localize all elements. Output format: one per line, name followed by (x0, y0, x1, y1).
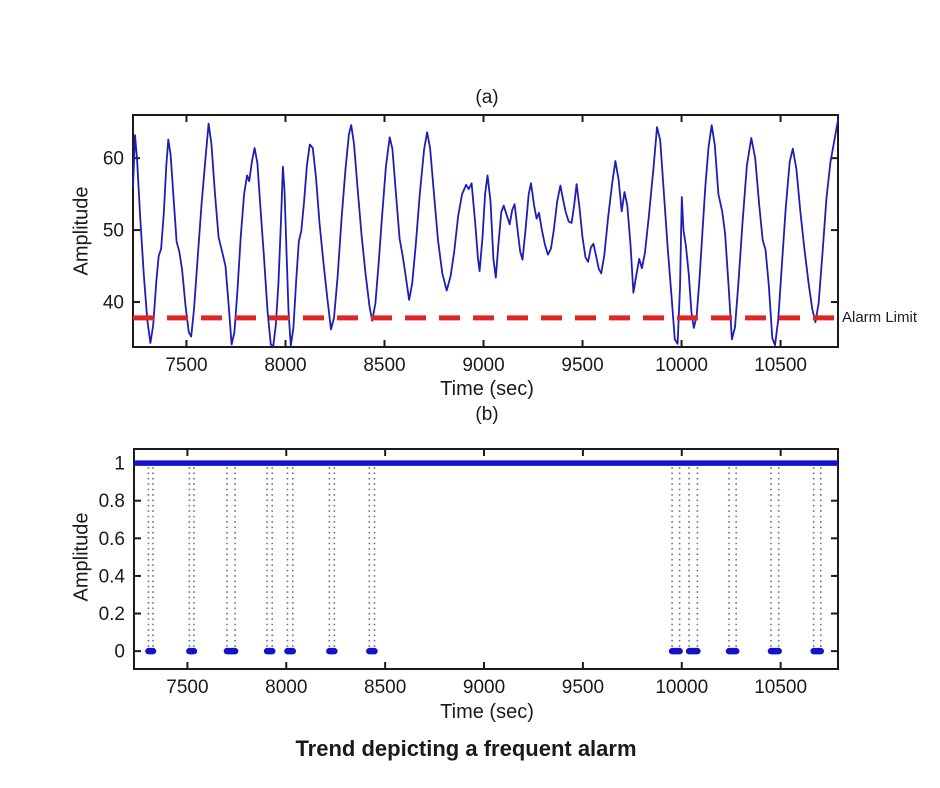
plot-b-ytick-label: 0.2 (99, 604, 125, 625)
plot-b-xtick-label: 10500 (754, 677, 807, 698)
panel-a-xlabel: Time (sec) (440, 378, 534, 400)
amplitude-signal-path (132, 119, 839, 348)
panel-b-title: (b) (475, 404, 499, 425)
plot-b-ytick-label: 0.8 (99, 491, 125, 512)
panel-a-ylabel: Amplitude (70, 186, 93, 276)
plot-a-xtick-label: 9000 (462, 355, 504, 376)
plot-b-xtick-label: 10000 (655, 677, 708, 698)
plot-a-xtick-label: 9500 (561, 355, 603, 376)
plot-a-xtick-label: 10000 (655, 355, 708, 376)
plot-b-ytick-label: 0.4 (99, 566, 126, 587)
plot-a-ytick-label: 40 (103, 293, 124, 314)
plot-b-xtick-label: 8500 (364, 677, 406, 698)
plot-b-frame (133, 448, 839, 670)
plot-a-xtick-label: 10500 (754, 355, 807, 376)
plot-a-frame (132, 114, 839, 348)
panel-b-ylabel: Amplitude (70, 512, 93, 602)
figure-caption: Trend depicting a frequent alarm (295, 736, 637, 761)
panel-b-xlabel: Time (sec) (440, 701, 534, 723)
plot-a-xtick-label: 7500 (165, 355, 207, 376)
plot-b-xtick-label: 9000 (463, 677, 505, 698)
plot-b-ytick-label: 0 (114, 642, 125, 663)
plot-a-ytick-label: 60 (103, 149, 124, 170)
plot-b-xtick-label: 9500 (562, 677, 604, 698)
plot-a-ytick-label: 50 (103, 221, 124, 242)
plot-b-ytick-label: 1 (114, 454, 125, 475)
plot-a-xtick-label: 8000 (264, 355, 306, 376)
plot-a-xtick-label: 8500 (363, 355, 405, 376)
alarm-limit-label: Alarm Limit (842, 309, 918, 326)
plot-b-ytick-label: 0.6 (99, 529, 125, 550)
panel-a-title: (a) (475, 87, 499, 108)
plot-b-xtick-label: 7500 (166, 677, 208, 698)
plot-b-xtick-label: 8000 (265, 677, 307, 698)
